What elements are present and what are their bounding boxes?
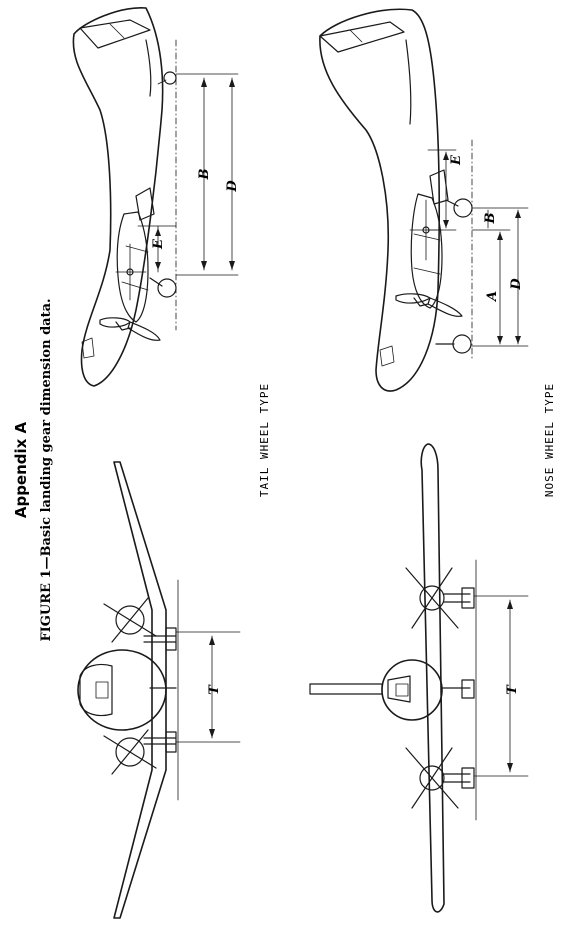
tail-dim-T: T <box>207 684 222 695</box>
nose-wheel-type-label: NOSE WHEEL TYPE <box>543 383 556 497</box>
tail-wheel-side-view: B D E <box>72 7 240 387</box>
nose-wheel-side-view: E B A D <box>319 8 529 392</box>
figure-caption: FIGURE 1—Basic landing gear dimension da… <box>39 298 54 641</box>
nose-dim-B: B <box>483 213 498 225</box>
nose-dim-A: A <box>485 291 500 303</box>
tail-wheel-front-view: T <box>77 461 241 919</box>
tail-dim-E: E <box>151 238 166 250</box>
nose-wheel-front-view: T <box>309 443 529 913</box>
tail-dim-D: D <box>225 180 240 193</box>
nose-dim-T: T <box>505 684 520 695</box>
nose-dim-E: E <box>449 154 464 166</box>
nose-dim-D: D <box>509 278 524 291</box>
tail-wheel-type-label: TAIL WHEEL TYPE <box>258 383 271 497</box>
tail-dim-B: B <box>197 169 212 181</box>
appendix-title: Appendix A <box>12 421 30 518</box>
